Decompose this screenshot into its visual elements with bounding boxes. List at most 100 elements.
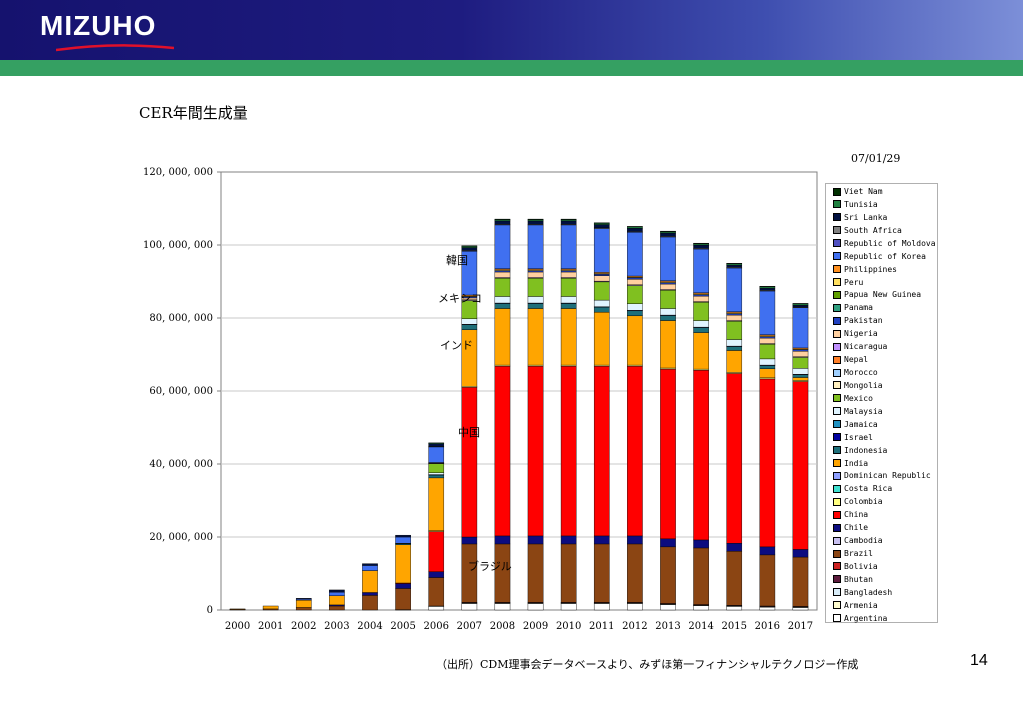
legend-item: Nigeria bbox=[833, 328, 878, 340]
x-tick-label: 2008 bbox=[490, 621, 515, 632]
bar-segment bbox=[693, 242, 709, 244]
bar-segment bbox=[693, 320, 709, 328]
x-tick-label: 2001 bbox=[258, 621, 283, 632]
bar-segment bbox=[693, 539, 709, 549]
legend-label: Morocco bbox=[844, 368, 878, 378]
bar-segment bbox=[560, 278, 577, 297]
legend-swatch bbox=[833, 381, 841, 390]
bar-segment bbox=[792, 305, 809, 308]
legend-item: Bhutan bbox=[833, 574, 873, 586]
bar-segment bbox=[229, 608, 246, 610]
legend-label: Viet Nam bbox=[844, 187, 883, 196]
bar-segment bbox=[560, 224, 577, 269]
bar-segment bbox=[461, 324, 478, 330]
legend-item: Republic of Moldova bbox=[833, 238, 936, 250]
legend-item: Morocco bbox=[833, 367, 878, 379]
bar-segment bbox=[428, 606, 445, 611]
legend-swatch bbox=[833, 420, 841, 429]
green-bar: Channel to Discovery bbox=[0, 60, 1023, 134]
legend-label: Republic of Korea bbox=[844, 251, 926, 261]
bar-segment bbox=[362, 595, 378, 611]
legend-label: Costa Rica bbox=[844, 484, 893, 494]
bar-segment bbox=[461, 387, 478, 538]
legend-item: Nicaragua bbox=[833, 341, 887, 353]
legend-item: Sri Lanka bbox=[833, 212, 887, 224]
bar-segment bbox=[560, 543, 577, 603]
x-tick-label: 2007 bbox=[457, 621, 482, 632]
bar-segment bbox=[726, 264, 743, 268]
bar-segment bbox=[295, 598, 312, 600]
legend-label: Israel bbox=[844, 432, 873, 442]
legend-swatch bbox=[833, 536, 841, 545]
bar-segment bbox=[593, 274, 610, 276]
legend-label: Cambodia bbox=[844, 536, 883, 546]
bar-segment bbox=[726, 321, 743, 340]
bar-segment bbox=[726, 606, 743, 611]
bar-segment bbox=[593, 228, 610, 273]
bar-segment bbox=[527, 271, 544, 278]
bar-segment bbox=[759, 290, 776, 335]
legend-item: Malaysia bbox=[833, 406, 883, 418]
legend-item: Israel bbox=[833, 432, 873, 444]
bar-segment bbox=[792, 377, 809, 381]
bar-segment bbox=[527, 224, 544, 269]
bar-segment bbox=[593, 222, 610, 224]
bar-segment bbox=[627, 603, 643, 611]
legend-item: Viet Nam bbox=[833, 186, 883, 198]
bar-segment bbox=[527, 543, 544, 603]
bar-segment bbox=[593, 365, 610, 537]
legend-label: Nepal bbox=[844, 355, 869, 365]
bar-segment bbox=[428, 571, 445, 578]
bar-segment bbox=[792, 368, 809, 375]
legend-item: Nepal bbox=[833, 354, 868, 366]
y-tick-label: 40, 000, 000 bbox=[149, 459, 213, 470]
bar-segment bbox=[428, 443, 445, 447]
bar-segment bbox=[461, 603, 478, 611]
bar-segment bbox=[759, 368, 776, 379]
y-tick-label: 20, 000, 000 bbox=[149, 532, 213, 543]
bar-segment bbox=[494, 365, 511, 537]
bar-segment bbox=[395, 534, 411, 538]
bar-segment bbox=[792, 374, 809, 378]
bar-segment bbox=[428, 577, 445, 607]
legend-swatch bbox=[833, 394, 841, 403]
legend-item: Pakistan bbox=[833, 315, 883, 327]
legend-item: Costa Rica bbox=[833, 483, 892, 495]
x-tick-label: 2011 bbox=[589, 621, 614, 632]
legend-label: India bbox=[844, 458, 869, 468]
bar-segment bbox=[726, 339, 743, 347]
bar-segment bbox=[660, 604, 676, 611]
bar-segment bbox=[593, 603, 610, 611]
legend-swatch bbox=[833, 549, 841, 558]
bar-segment bbox=[726, 551, 743, 606]
bar-segment bbox=[693, 294, 709, 297]
legend-label: Nigeria bbox=[844, 329, 878, 339]
bar-segment bbox=[693, 547, 709, 605]
bar-segment bbox=[527, 296, 544, 304]
country-annotation: インド bbox=[440, 339, 473, 352]
legend-swatch bbox=[833, 497, 841, 506]
x-tick-label: 2003 bbox=[324, 621, 349, 632]
bar-segment bbox=[792, 351, 809, 357]
y-tick-label: 60, 000, 000 bbox=[149, 386, 213, 397]
legend-swatch bbox=[833, 588, 841, 597]
bar-segment bbox=[527, 270, 544, 273]
legend-label: Pakistan bbox=[844, 316, 883, 326]
legend-item: Tunisia bbox=[833, 199, 878, 211]
bar-segment bbox=[593, 224, 610, 229]
legend-item: India bbox=[833, 458, 868, 470]
x-tick-label: 2000 bbox=[225, 621, 250, 632]
bar-segment bbox=[693, 248, 709, 294]
legend-swatch bbox=[833, 265, 841, 274]
legend-item: Indonesia bbox=[833, 445, 887, 457]
bar-segment bbox=[428, 474, 445, 479]
bar-segment bbox=[759, 606, 776, 611]
bar-segment bbox=[660, 283, 676, 290]
legend-item: Dominican Republic bbox=[833, 470, 931, 482]
legend-swatch bbox=[833, 471, 841, 480]
bar-segment bbox=[527, 603, 544, 611]
bar-segment bbox=[593, 299, 610, 307]
x-tick-label: 2005 bbox=[390, 621, 415, 632]
legend-swatch bbox=[833, 407, 841, 416]
bar-segment bbox=[494, 535, 511, 545]
